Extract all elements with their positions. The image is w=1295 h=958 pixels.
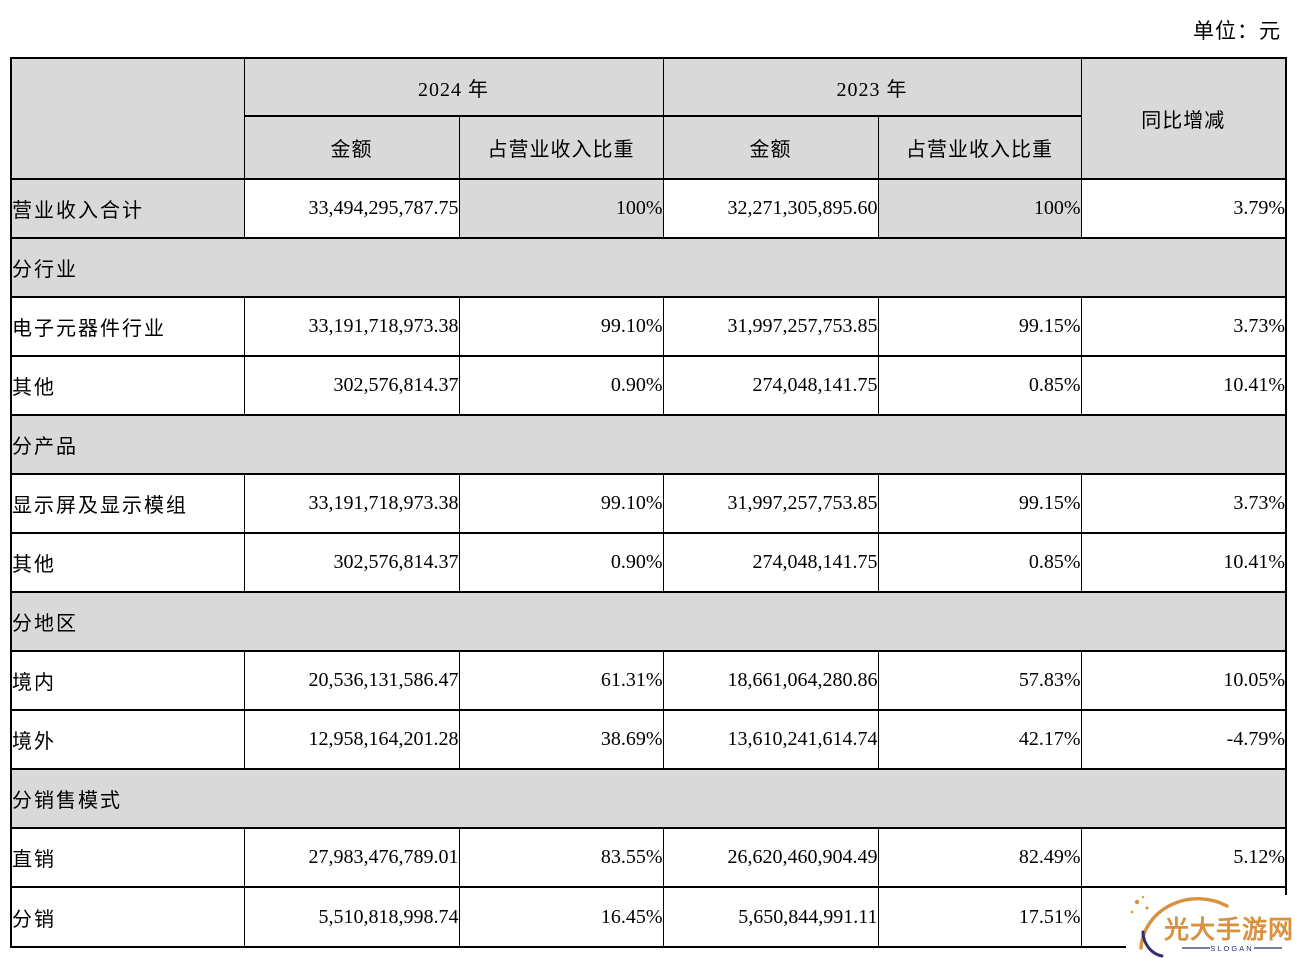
proportion-2023-cell: 82.49% <box>877 827 1082 888</box>
section-label: 分地区 <box>10 591 1287 652</box>
table-row-total-revenue: 营业收入合计 33,494,295,787.75 100% 32,271,305… <box>10 178 1287 239</box>
header-row-years: 2024 年 2023 年 同比增减 <box>10 57 1287 180</box>
proportion-2024-cell: 99.10% <box>458 473 664 534</box>
amount-2024-cell: 302,576,814.37 <box>243 355 460 416</box>
table-row-domestic: 境内 20,536,131,586.47 61.31% 18,661,064,2… <box>10 650 1287 711</box>
yoy-cell: 10.41% <box>1080 355 1287 416</box>
proportion-2024-cell: 83.55% <box>458 827 664 888</box>
amount-2023-cell: 31,997,257,753.85 <box>662 296 879 357</box>
section-label: 分产品 <box>10 414 1287 475</box>
table-row-display-modules: 显示屏及显示模组 33,191,718,973.38 99.10% 31,997… <box>10 473 1287 534</box>
header-blank-cell <box>10 57 245 180</box>
header-year-2024: 2024 年 <box>243 57 664 117</box>
header-proportion-2024: 占营业收入比重 <box>458 115 664 180</box>
amount-2023-cell: 5,650,844,991.11 <box>662 886 879 948</box>
yoy-cell: 10.05% <box>1080 650 1287 711</box>
row-label: 直销 <box>10 827 245 888</box>
amount-2024-cell: 20,536,131,586.47 <box>243 650 460 711</box>
amount-2024-cell: 302,576,814.37 <box>243 532 460 593</box>
proportion-2024-cell: 61.31% <box>458 650 664 711</box>
yoy-cell: 5.12% <box>1080 827 1287 888</box>
amount-2023-cell: 13,610,241,614.74 <box>662 709 879 770</box>
amount-2024-cell: 12,958,164,201.28 <box>243 709 460 770</box>
amount-2024-cell: 33,494,295,787.75 <box>243 178 460 239</box>
table-row-industry-other: 其他 302,576,814.37 0.90% 274,048,141.75 0… <box>10 355 1287 416</box>
amount-2023-cell: 31,997,257,753.85 <box>662 473 879 534</box>
yoy-cell: 3.73% <box>1080 296 1287 357</box>
row-label: 其他 <box>10 532 245 593</box>
row-label: 境外 <box>10 709 245 770</box>
amount-2023-cell: 18,661,064,280.86 <box>662 650 879 711</box>
amount-2023-cell: 274,048,141.75 <box>662 355 879 416</box>
proportion-2023-cell: 99.15% <box>877 473 1082 534</box>
header-row-metrics: 金额 占营业收入比重 金额 占营业收入比重 <box>11 115 1286 180</box>
yoy-cell: 3.79% <box>1080 178 1287 239</box>
proportion-2024-cell: 0.90% <box>458 532 664 593</box>
section-label: 分销售模式 <box>10 768 1287 829</box>
section-row-by-region: 分地区 <box>10 591 1287 652</box>
watermark-logo: 光大手游网 SLOGAN <box>1126 895 1295 958</box>
section-row-by-industry: 分行业 <box>10 237 1287 298</box>
revenue-breakdown-table: 2024 年 2023 年 同比增减 金额 占营业收入比重 金额 占营业收入比重… <box>10 57 1287 948</box>
watermark-site-name: 光大手游网 <box>1163 916 1294 944</box>
watermark-slogan: SLOGAN <box>1210 944 1253 953</box>
proportion-2023-cell: 17.51% <box>877 886 1082 948</box>
amount-2023-cell: 274,048,141.75 <box>662 532 879 593</box>
yoy-cell: -4.79% <box>1080 709 1287 770</box>
yoy-cell: 10.41% <box>1080 532 1287 593</box>
table-row-electronic-components: 电子元器件行业 33,191,718,973.38 99.10% 31,997,… <box>10 296 1287 357</box>
proportion-2024-cell: 16.45% <box>458 886 664 948</box>
table-row-direct-sales: 直销 27,983,476,789.01 83.55% 26,620,460,9… <box>10 827 1287 888</box>
row-label: 境内 <box>10 650 245 711</box>
header-year-2023: 2023 年 <box>662 57 1082 117</box>
amount-2023-cell: 26,620,460,904.49 <box>662 827 879 888</box>
unit-label: 单位：元 <box>1193 19 1281 43</box>
proportion-2023-cell: 0.85% <box>877 532 1082 593</box>
proportion-2023-cell: 57.83% <box>877 650 1082 711</box>
table-row-distribution: 分销 5,510,818,998.74 16.45% 5,650,844,991… <box>10 886 1287 948</box>
amount-2024-cell: 5,510,818,998.74 <box>243 886 460 948</box>
header-amount-2023: 金额 <box>662 115 879 180</box>
proportion-2024-cell: 100% <box>458 178 664 239</box>
section-row-by-product: 分产品 <box>10 414 1287 475</box>
amount-2024-cell: 33,191,718,973.38 <box>243 473 460 534</box>
amount-2023-cell: 32,271,305,895.60 <box>662 178 879 239</box>
amount-2024-cell: 33,191,718,973.38 <box>243 296 460 357</box>
header-amount-2024: 金额 <box>243 115 460 180</box>
table-row-overseas: 境外 12,958,164,201.28 38.69% 13,610,241,6… <box>10 709 1287 770</box>
amount-2024-cell: 27,983,476,789.01 <box>243 827 460 888</box>
proportion-2024-cell: 0.90% <box>458 355 664 416</box>
row-label: 电子元器件行业 <box>10 296 245 357</box>
header-yoy: 同比增减 <box>1080 57 1287 180</box>
proportion-2023-cell: 0.85% <box>877 355 1082 416</box>
yoy-cell: 3.73% <box>1080 473 1287 534</box>
proportion-2024-cell: 38.69% <box>458 709 664 770</box>
proportion-2023-cell: 99.15% <box>877 296 1082 357</box>
section-label: 分行业 <box>10 237 1287 298</box>
row-label: 显示屏及显示模组 <box>10 473 245 534</box>
header-proportion-2023: 占营业收入比重 <box>877 115 1082 180</box>
proportion-2024-cell: 99.10% <box>458 296 664 357</box>
section-row-by-sales-model: 分销售模式 <box>10 768 1287 829</box>
row-label: 分销 <box>10 886 245 948</box>
proportion-2023-cell: 100% <box>877 178 1082 239</box>
row-label: 营业收入合计 <box>10 178 245 239</box>
crescent-swoosh-icon <box>1130 895 1229 958</box>
row-label: 其他 <box>10 355 245 416</box>
table-row-product-other: 其他 302,576,814.37 0.90% 274,048,141.75 0… <box>10 532 1287 593</box>
proportion-2023-cell: 42.17% <box>877 709 1082 770</box>
